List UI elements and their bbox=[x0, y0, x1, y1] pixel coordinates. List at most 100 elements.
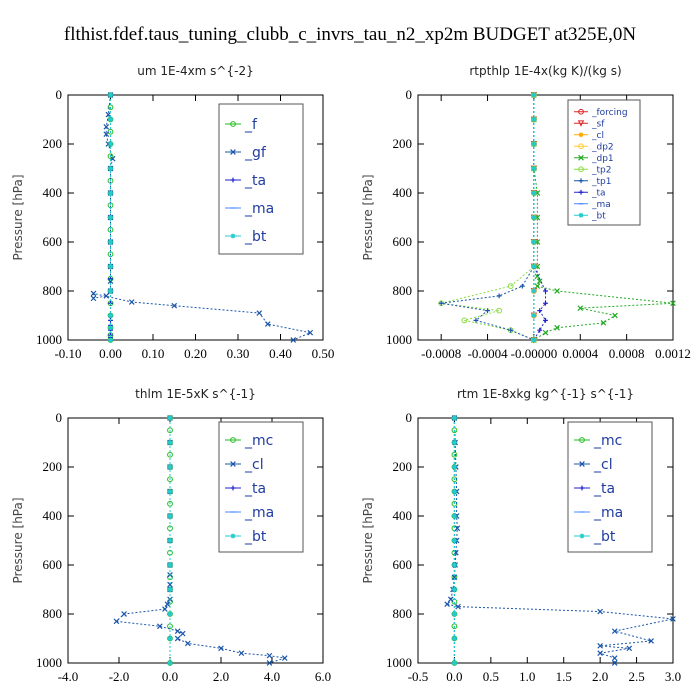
x-tick-label: 3.0 bbox=[665, 669, 681, 684]
data-point bbox=[167, 611, 173, 617]
chart-title: rtpthlp 1E-4x(kg K)/(kg s) bbox=[469, 64, 621, 78]
legend-swatch-marker bbox=[578, 189, 584, 195]
x-tick-label: 0.0004 bbox=[562, 346, 598, 361]
data-point bbox=[167, 636, 173, 641]
x-tick-label: -0.10 bbox=[54, 346, 81, 361]
data-point bbox=[452, 538, 457, 543]
data-point bbox=[452, 415, 457, 421]
data-point bbox=[307, 329, 314, 336]
data-point bbox=[266, 660, 273, 666]
data-point bbox=[455, 603, 461, 610]
y-tick-label: 200 bbox=[393, 459, 413, 474]
x-tick-label: 0.40 bbox=[269, 346, 292, 361]
y-axis-label: Pressure [hPa] bbox=[361, 174, 375, 260]
data-point bbox=[451, 476, 458, 483]
chart-panel-1: um 1E-4xm s^{-2} Pressure [hPa] -0.10 0.00 0… bbox=[11, 64, 334, 361]
data-point bbox=[90, 295, 97, 302]
legend-swatch-marker bbox=[578, 166, 584, 173]
data-point bbox=[185, 640, 191, 647]
data-point bbox=[452, 489, 457, 494]
legend-swatch-marker bbox=[579, 461, 585, 467]
data-point bbox=[162, 606, 168, 612]
legend-swatch-marker bbox=[578, 108, 584, 115]
x-tick-label: 0.5 bbox=[483, 669, 499, 684]
data-point bbox=[531, 215, 537, 220]
legend-label: _ma bbox=[244, 201, 274, 217]
chart-title: um 1E-4xm s^{-2} bbox=[137, 64, 253, 78]
data-point bbox=[107, 153, 114, 160]
data-point bbox=[108, 325, 113, 331]
legend-label: _bt bbox=[244, 529, 267, 545]
data-point bbox=[519, 283, 525, 289]
legend-swatch-marker bbox=[230, 437, 236, 443]
data-point bbox=[531, 141, 537, 147]
y-tick-label: 200 bbox=[43, 136, 63, 151]
data-point bbox=[264, 321, 271, 327]
data-point bbox=[626, 645, 633, 652]
data-point bbox=[531, 313, 537, 318]
legend-swatch-marker bbox=[579, 533, 585, 539]
data-point bbox=[531, 239, 537, 245]
x-tick-label: -0.0004 bbox=[467, 346, 508, 361]
legend-label: _ta bbox=[593, 481, 615, 497]
data-point bbox=[543, 300, 548, 306]
data-point bbox=[238, 650, 245, 657]
data-point bbox=[290, 337, 297, 343]
data-point bbox=[531, 288, 537, 294]
data-point bbox=[108, 313, 113, 318]
data-point bbox=[167, 587, 173, 592]
chart-panel-4: rtm 1E-8xkg kg^{-1} s^{-1} Pressure [hPa]… bbox=[361, 387, 681, 684]
legend-swatch-marker bbox=[230, 461, 236, 467]
y-tick-label: 400 bbox=[393, 508, 413, 523]
legend-label: _dp2 bbox=[591, 142, 614, 152]
legend-label: _cl bbox=[591, 131, 604, 141]
x-tick-label: 0.0012 bbox=[655, 346, 691, 361]
y-tick-label: 1000 bbox=[36, 655, 62, 670]
chart-title: thlm 1E-5xK s^{-1} bbox=[135, 387, 256, 401]
legend-swatch-marker bbox=[579, 437, 585, 443]
data-point bbox=[451, 451, 458, 458]
data-point bbox=[473, 318, 479, 323]
legend: _forcing_sf _cl_dp2 _dp1_tp2 _tp1_ta _ma_bt bbox=[567, 99, 641, 226]
data-point bbox=[454, 525, 461, 532]
y-tick-label: 1000 bbox=[36, 332, 62, 347]
y-tick-label: 400 bbox=[393, 185, 413, 200]
legend-label: _cl bbox=[244, 457, 264, 473]
legend: _mc _cl _ta _ma _bt bbox=[218, 421, 304, 553]
x-tick-label: 4.0 bbox=[264, 669, 280, 684]
legend-label: _bt bbox=[591, 211, 606, 221]
x-tick-label: -0.5 bbox=[408, 669, 429, 684]
data-point bbox=[105, 111, 112, 118]
data-point bbox=[537, 327, 543, 333]
data-point bbox=[597, 650, 603, 657]
legend-swatch-marker bbox=[578, 178, 584, 184]
data-point bbox=[167, 440, 173, 445]
data-point bbox=[167, 562, 173, 568]
legend-label: _ma bbox=[593, 505, 623, 521]
y-tick-label: 0 bbox=[56, 87, 63, 102]
y-tick-label: 600 bbox=[43, 234, 63, 249]
data-point bbox=[174, 635, 181, 642]
series-line bbox=[93, 94, 312, 341]
x-tick-label: 0.10 bbox=[142, 346, 165, 361]
x-tick-label: -2.0 bbox=[109, 669, 130, 684]
data-point bbox=[167, 513, 173, 519]
data-point bbox=[531, 117, 537, 122]
legend-label: _bt bbox=[244, 229, 267, 245]
legend-label: _ma bbox=[244, 505, 274, 521]
x-tick-label: 0.00 bbox=[99, 346, 122, 361]
data-point bbox=[542, 329, 549, 336]
legend-label: _ta bbox=[591, 188, 606, 198]
data-point bbox=[452, 440, 457, 445]
y-tick-label: 0 bbox=[406, 410, 413, 425]
legend-swatch-marker bbox=[230, 533, 236, 539]
data-point bbox=[256, 310, 263, 316]
legend-swatch-marker bbox=[230, 233, 236, 239]
data-point bbox=[577, 305, 584, 311]
legend-label: _sf bbox=[591, 119, 605, 129]
data-point bbox=[611, 655, 618, 661]
y-tick-label: 400 bbox=[43, 508, 63, 523]
data-point bbox=[531, 264, 537, 269]
series-bt bbox=[108, 92, 113, 343]
data-point bbox=[103, 131, 110, 138]
